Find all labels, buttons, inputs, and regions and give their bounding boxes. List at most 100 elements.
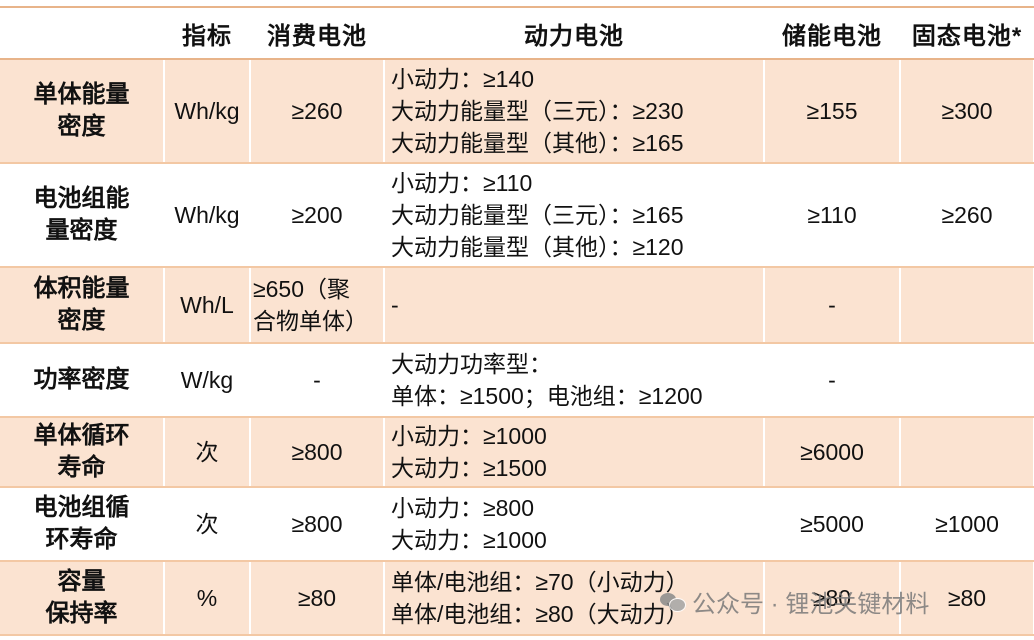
storage-cell: ≥110 <box>764 163 901 268</box>
consumer-cell: ≥800 <box>250 487 385 562</box>
solid-cell: ≥80 <box>900 561 1034 636</box>
table-row: 体积能量 密度 Wh/L ≥650（聚 合物单体） - - <box>0 267 1034 344</box>
consumer-cell-text: 合物单体） <box>253 308 368 334</box>
solid-cell: ≥1000 <box>900 487 1034 562</box>
unit-cell: Wh/kg <box>164 59 251 164</box>
consumer-cell-text: ≥80 <box>297 585 337 611</box>
storage-cell-text: ≥80 <box>812 585 852 611</box>
row-label-cell-text: 单体循环 <box>33 422 130 449</box>
consumer-cell-text: ≥800 <box>291 439 343 465</box>
power-cell-text: 大动力能量型（其他）：≥165 <box>391 130 684 156</box>
power-cell-text: 单体：≥1500；电池组：≥1200 <box>391 383 703 409</box>
solid-cell-text: ≥300 <box>941 98 993 124</box>
consumer-cell: ≥200 <box>250 163 385 268</box>
consumer-cell: ≥800 <box>250 417 385 488</box>
header-cell <box>0 8 164 60</box>
unit-cell-text: Wh/kg <box>174 98 240 124</box>
power-cell-text: 大动力能量型（三元）：≥165 <box>391 202 684 228</box>
power-cell: 小动力：≥1000 大动力：≥1500 <box>384 417 765 488</box>
row-label-cell: 容量 保持率 <box>0 561 165 636</box>
solid-cell-text: ≥80 <box>947 585 987 611</box>
power-cell: 小动力：≥140 大动力能量型（三元）：≥230 大动力能量型（其他）：≥165 <box>384 59 765 164</box>
row-label-cell-text: 量密度 <box>45 217 118 244</box>
power-cell-text: 大动力能量型（三元）：≥230 <box>391 98 684 124</box>
storage-cell-text: ≥5000 <box>800 511 864 537</box>
row-label-cell-text: 电池组循 <box>33 494 130 521</box>
power-cell: 单体/电池组：≥70（小动力） 单体/电池组：≥80（大动力） <box>384 561 765 636</box>
row-label-cell: 电池组能 量密度 <box>0 163 165 268</box>
power-cell-text: 大动力：≥1000 <box>391 527 547 553</box>
table-row: 单体能量 密度 Wh/kg ≥260 小动力：≥140 大动力能量型（三元）：≥230 大动… <box>0 59 1034 164</box>
table-row: 单体循环寿命 次 ≥800 小动力：≥1000 大动力：≥1500 ≥6000 <box>0 417 1034 488</box>
storage-cell-text: - <box>828 292 836 318</box>
row-label-cell-text: 寿命 <box>57 454 106 481</box>
header-cell: 消费电池 <box>250 8 384 60</box>
wechat-icon <box>660 591 686 613</box>
storage-cell: ≥5000 <box>764 487 901 562</box>
storage-cell: ≥6000 <box>764 417 901 488</box>
consumer-cell-text: ≥260 <box>291 98 343 124</box>
table-row: 电池组循环寿命 次 ≥800 小动力：≥800 大动力：≥1000 ≥5000 ≥1000 <box>0 487 1034 562</box>
row-label-cell-text: 单体能量 <box>33 81 130 108</box>
header-cell: 动力电池 <box>384 8 764 60</box>
unit-cell-text: W/kg <box>180 367 234 393</box>
storage-cell: - <box>764 267 901 344</box>
header-cell: 储能电池 <box>764 8 900 60</box>
power-cell-text: 单体/电池组：≥80（大动力） <box>391 601 689 627</box>
table-row: 容量保持率% ≥80 单体/电池组：≥70（小动力） 单体/电池组：≥80（大动力） ≥… <box>0 561 1034 636</box>
consumer-cell-text: ≥200 <box>291 202 343 228</box>
battery-spec-table: 指标 消费电池 动力电池 储能电池 固态电池* 单体能量 密度 Wh/kg ≥260 小… <box>0 8 1034 636</box>
row-label-cell-text: 电池组能 <box>33 185 130 212</box>
solid-cell <box>900 343 1034 418</box>
power-cell-text: 小动力：≥110 <box>391 170 533 196</box>
solid-cell: ≥300 <box>900 59 1034 164</box>
solid-cell-text: ≥260 <box>941 202 993 228</box>
power-cell-text: - <box>391 292 399 318</box>
row-label-cell: 单体能量 密度 <box>0 59 165 164</box>
power-cell-text: 小动力：≥1000 <box>391 423 547 449</box>
consumer-cell: - <box>250 343 385 418</box>
consumer-cell-text: - <box>313 367 321 393</box>
unit-cell-text: 次 <box>195 511 219 537</box>
power-cell: 小动力：≥110 大动力能量型（三元）：≥165 大动力能量型（其他）：≥120 <box>384 163 765 268</box>
storage-cell-text: ≥6000 <box>800 439 864 465</box>
power-cell-text: 大动力：≥1500 <box>391 455 547 481</box>
row-label-cell-text: 密度 <box>57 113 106 140</box>
unit-cell: % <box>164 561 251 636</box>
power-cell-text: 单体/电池组：≥70（小动力） <box>391 569 689 595</box>
header-cell: 指标 <box>164 8 250 60</box>
row-label-cell-text: 环寿命 <box>45 526 118 553</box>
unit-cell-text: % <box>196 585 218 611</box>
table-row: 电池组能 量密度 Wh/kg ≥200 小动力：≥110 大动力能量型（三元）：≥165 大… <box>0 163 1034 268</box>
unit-cell: W/kg <box>164 343 251 418</box>
unit-cell: 次 <box>164 487 251 562</box>
storage-cell: - <box>764 343 901 418</box>
storage-cell: ≥155 <box>764 59 901 164</box>
row-label-cell-text: 容量 <box>57 568 106 595</box>
consumer-cell: ≥260 <box>250 59 385 164</box>
row-label-cell-text: 保持率 <box>45 600 118 627</box>
storage-cell-text: - <box>828 367 836 393</box>
row-label-cell-text: 密度 <box>57 307 106 334</box>
power-cell-text: 大动力能量型（其他）：≥120 <box>391 234 684 260</box>
storage-cell-text: ≥110 <box>807 202 857 228</box>
unit-cell-text: Wh/L <box>180 292 234 318</box>
solid-cell <box>900 417 1034 488</box>
unit-cell: 次 <box>164 417 251 488</box>
consumer-cell: ≥80 <box>250 561 385 636</box>
power-cell: 小动力：≥800 大动力：≥1000 <box>384 487 765 562</box>
row-label-cell-text: 体积能量 <box>33 275 130 302</box>
power-cell: 大动力功率型： 单体：≥1500；电池组：≥1200 <box>384 343 765 418</box>
watermark-text: 公众号 · 锂池关键材料 <box>692 591 930 618</box>
table-top-rule <box>0 6 1034 8</box>
power-cell-text: 大动力功率型： <box>391 351 552 377</box>
unit-cell: Wh/kg <box>164 163 251 268</box>
storage-cell: ≥80 <box>764 561 901 636</box>
power-cell: - <box>384 267 765 344</box>
consumer-cell-text: ≥650（聚 <box>253 276 350 302</box>
row-label-cell: 体积能量 密度 <box>0 267 165 344</box>
watermark: 公众号 · 锂池关键材料 <box>660 584 929 619</box>
storage-cell-text: ≥155 <box>806 98 858 124</box>
header-row: 指标 消费电池 动力电池 储能电池 固态电池* <box>0 8 1034 60</box>
power-cell-text: 小动力：≥800 <box>391 495 534 521</box>
